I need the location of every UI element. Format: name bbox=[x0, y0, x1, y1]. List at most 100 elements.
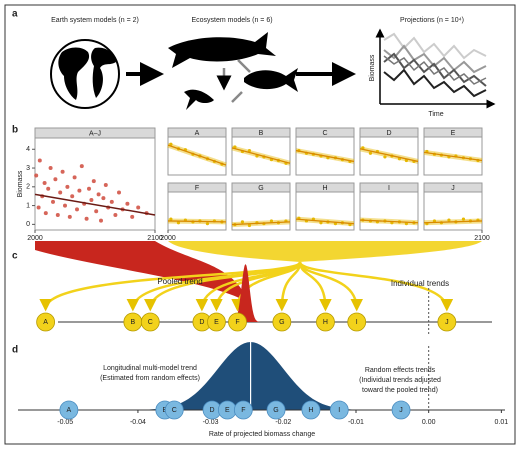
x-tick-label: 0.01 bbox=[495, 419, 509, 426]
annotation: Longitudinal multi-model trend bbox=[103, 365, 197, 372]
point bbox=[97, 192, 101, 196]
panel-title: G bbox=[258, 185, 263, 192]
x-tick-label: -0.04 bbox=[130, 419, 146, 426]
x-tick-label: -0.03 bbox=[203, 419, 219, 426]
panel-title: J bbox=[451, 185, 455, 192]
x-tick-label: 0.00 bbox=[422, 419, 436, 426]
point bbox=[49, 166, 53, 170]
plot-area bbox=[35, 138, 155, 230]
point bbox=[73, 175, 77, 179]
annotation: Random effects trends bbox=[365, 367, 436, 374]
arrow bbox=[238, 60, 250, 72]
point bbox=[85, 217, 89, 221]
point bbox=[117, 190, 121, 194]
annotation: (Individual trends adjusted bbox=[359, 377, 441, 384]
proj-x-label: Time bbox=[428, 111, 443, 118]
point bbox=[101, 196, 105, 200]
point bbox=[34, 174, 38, 178]
point bbox=[113, 213, 117, 217]
dot-label: D bbox=[199, 319, 204, 326]
eco-title: Ecosystem models (n = 6) bbox=[191, 17, 272, 24]
point bbox=[136, 205, 140, 209]
x-tick-label: -0.05 bbox=[57, 419, 73, 426]
point bbox=[70, 194, 74, 198]
point bbox=[77, 189, 81, 193]
point bbox=[75, 207, 79, 211]
point bbox=[61, 170, 65, 174]
point bbox=[38, 159, 42, 163]
x-tick-label: 2100 bbox=[474, 235, 490, 242]
panel-title: C bbox=[322, 130, 327, 137]
panel-title: H bbox=[322, 185, 327, 192]
panel-label: b bbox=[12, 125, 18, 136]
x-tick-label: 2000 bbox=[160, 235, 176, 242]
point bbox=[104, 183, 108, 187]
x-tick-label: -0.02 bbox=[275, 419, 291, 426]
point bbox=[89, 198, 93, 202]
point bbox=[68, 215, 72, 219]
projection-sketch bbox=[380, 30, 494, 104]
figure: a Earth system models (n = 2) Ecosystem … bbox=[0, 0, 520, 449]
dot-label: J bbox=[399, 407, 403, 414]
shark bbox=[168, 32, 276, 68]
panel-title: E bbox=[451, 130, 456, 137]
globe bbox=[51, 40, 119, 108]
pooled-label: Pooled trend bbox=[157, 277, 202, 286]
dot-label: C bbox=[172, 407, 177, 414]
point bbox=[51, 200, 55, 204]
point bbox=[46, 187, 50, 191]
point bbox=[125, 202, 129, 206]
squid bbox=[184, 90, 214, 110]
panel-label: a bbox=[12, 9, 18, 20]
proj-title: Projections (n = 10⁴) bbox=[400, 17, 464, 24]
panel-label: d bbox=[12, 345, 18, 356]
panel-title: B bbox=[259, 130, 264, 137]
trend-line bbox=[168, 221, 226, 222]
point bbox=[87, 187, 91, 191]
dot-label: I bbox=[356, 319, 358, 326]
dot-label: I bbox=[338, 407, 340, 414]
dot-label: F bbox=[241, 407, 245, 414]
point bbox=[58, 190, 62, 194]
point bbox=[80, 164, 84, 168]
dot-label: A bbox=[67, 407, 72, 414]
earth-title: Earth system models (n = 2) bbox=[51, 17, 139, 24]
dot-label: J bbox=[445, 319, 449, 326]
point bbox=[94, 209, 98, 213]
dot-label: F bbox=[235, 319, 239, 326]
dot-label: G bbox=[273, 407, 278, 414]
point bbox=[65, 185, 69, 189]
panel-title: I bbox=[388, 185, 390, 192]
tuna bbox=[244, 68, 298, 92]
y-tick-label: 0 bbox=[26, 221, 30, 228]
y-tick-label: 1 bbox=[26, 202, 30, 209]
dot-label: H bbox=[308, 407, 313, 414]
panel-label: c bbox=[12, 251, 18, 262]
proj-y-label: Biomass bbox=[369, 54, 376, 81]
panel-title: A–J bbox=[89, 130, 101, 137]
panel-title: F bbox=[195, 185, 199, 192]
panel-title: D bbox=[386, 130, 391, 137]
dot-label: H bbox=[323, 319, 328, 326]
dot-label: C bbox=[148, 319, 153, 326]
point bbox=[63, 204, 67, 208]
arrow bbox=[232, 92, 242, 102]
dot-label: A bbox=[43, 319, 48, 326]
y-axis-label: Biomass bbox=[17, 170, 24, 197]
point bbox=[44, 211, 48, 215]
individual-flow bbox=[168, 241, 482, 262]
dot-label: G bbox=[279, 319, 284, 326]
y-tick-label: 3 bbox=[26, 165, 30, 172]
point bbox=[110, 200, 114, 204]
dot-label: E bbox=[225, 407, 230, 414]
point bbox=[37, 205, 41, 209]
dot-label: B bbox=[131, 319, 136, 326]
y-tick-label: 4 bbox=[26, 146, 30, 153]
annotation: (Estimated from random effects) bbox=[100, 375, 200, 382]
individual-label: Individual trends bbox=[391, 279, 449, 288]
x-tick-label: -0.01 bbox=[348, 419, 364, 426]
panel-title: A bbox=[195, 130, 200, 137]
point bbox=[56, 213, 60, 217]
y-tick-label: 2 bbox=[26, 184, 30, 191]
point bbox=[53, 177, 57, 181]
